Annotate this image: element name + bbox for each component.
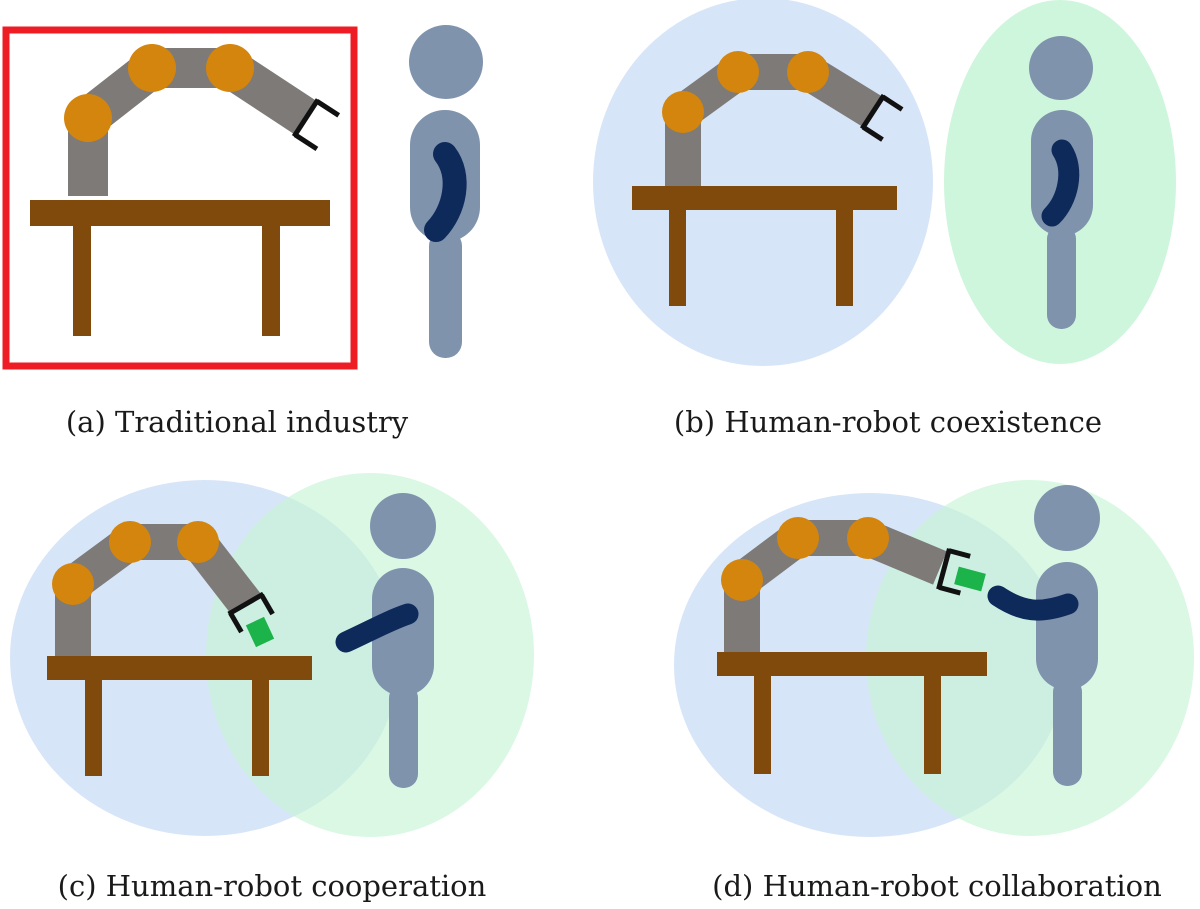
human-leg bbox=[1047, 225, 1076, 329]
safety-cage bbox=[2, 26, 358, 370]
caption-c: (c) Human-robot cooperation bbox=[58, 869, 487, 903]
caption-a: (a) Traditional industry bbox=[66, 405, 409, 439]
robot-joint bbox=[787, 51, 829, 93]
robot-gripper bbox=[860, 93, 904, 142]
workpiece bbox=[245, 616, 275, 648]
human-arm bbox=[335, 603, 419, 653]
human-head bbox=[409, 25, 483, 99]
work-table bbox=[632, 186, 897, 306]
robot-joint bbox=[777, 517, 819, 559]
robot-joint bbox=[717, 51, 759, 93]
robot-joint bbox=[52, 563, 94, 605]
panel-a: (a) Traditional industry bbox=[2, 25, 483, 439]
robot-joint bbox=[847, 517, 889, 559]
robot-arm bbox=[721, 517, 986, 656]
human-arm bbox=[1041, 139, 1080, 227]
panel-c: (c) Human-robot cooperation bbox=[10, 473, 534, 903]
work-table bbox=[717, 652, 987, 774]
human-zone bbox=[866, 480, 1194, 836]
human-torso bbox=[372, 568, 434, 696]
human-head bbox=[1034, 485, 1100, 551]
human-head bbox=[370, 493, 436, 559]
human-figure bbox=[335, 493, 436, 788]
human-torso bbox=[1036, 562, 1098, 690]
robot-joint bbox=[721, 559, 763, 601]
work-table bbox=[30, 200, 330, 336]
work-table bbox=[47, 656, 312, 776]
robot-gripper bbox=[291, 98, 341, 152]
robot-joint bbox=[128, 44, 176, 92]
human-figure bbox=[1029, 36, 1093, 329]
human-figure bbox=[409, 25, 483, 358]
human-figure bbox=[987, 485, 1100, 786]
workpiece bbox=[954, 566, 986, 592]
human-head bbox=[1029, 36, 1093, 100]
robot-arm bbox=[64, 44, 341, 196]
human-arm bbox=[424, 142, 467, 242]
robot-arm bbox=[52, 521, 275, 660]
panel-b: (b) Human-robot coexistence bbox=[593, 0, 1176, 439]
robot-joint bbox=[109, 521, 151, 563]
robot-joint bbox=[206, 44, 254, 92]
robot-gripper bbox=[936, 548, 971, 596]
robot-joint bbox=[64, 94, 112, 142]
robot-joint bbox=[662, 91, 704, 133]
robot-joint bbox=[177, 521, 219, 563]
human-leg bbox=[429, 230, 462, 358]
human-leg bbox=[1053, 678, 1082, 786]
robot-arm bbox=[662, 51, 904, 186]
human-leg bbox=[389, 684, 418, 788]
human-zone bbox=[206, 473, 534, 837]
panel-d: (d) Human-robot collaboration bbox=[674, 480, 1194, 903]
robot-gripper bbox=[227, 591, 275, 634]
caption-d: (d) Human-robot collaboration bbox=[712, 869, 1162, 903]
human-arm bbox=[987, 585, 1079, 621]
caption-b: (b) Human-robot coexistence bbox=[674, 405, 1102, 439]
